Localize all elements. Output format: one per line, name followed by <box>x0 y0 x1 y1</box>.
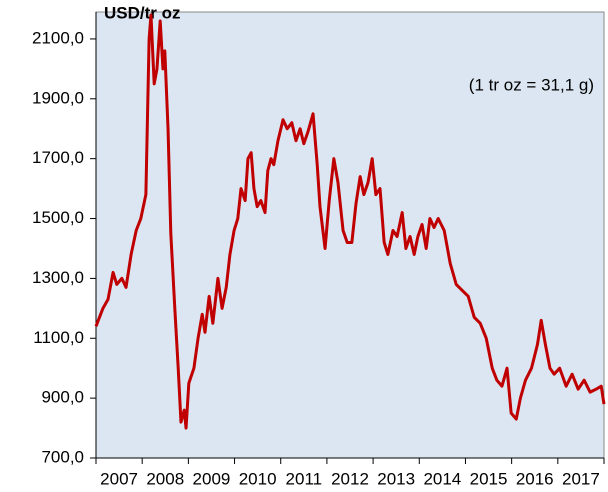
x-tick-label: 2016 <box>516 469 554 488</box>
x-tick-label: 2007 <box>100 469 138 488</box>
chart-title: USD/tr oz <box>104 3 181 22</box>
y-tick-label: 700,0 <box>41 447 84 466</box>
x-tick-label: 2009 <box>193 469 231 488</box>
x-tick-label: 2013 <box>377 469 415 488</box>
x-tick-label: 2017 <box>562 469 600 488</box>
x-tick-label: 2011 <box>286 469 323 488</box>
annotation: (1 tr oz = 31,1 g) <box>469 75 594 94</box>
x-tick-label: 2014 <box>423 469 461 488</box>
x-tick-label: 2015 <box>470 469 508 488</box>
x-tick-label: 2008 <box>146 469 184 488</box>
plot-area <box>95 11 605 459</box>
y-tick-label: 1500,0 <box>32 208 84 227</box>
y-tick-label: 1700,0 <box>32 148 84 167</box>
y-tick-label: 1100,0 <box>33 328 84 347</box>
y-tick-label: 1300,0 <box>32 268 84 287</box>
y-tick-label: 900,0 <box>41 388 84 407</box>
x-tick-label: 2012 <box>331 469 369 488</box>
x-tick-label: 2010 <box>239 469 277 488</box>
y-tick-label: 1900,0 <box>32 88 84 107</box>
price-line <box>94 13 606 430</box>
y-tick-label: 2100,0 <box>32 28 84 47</box>
